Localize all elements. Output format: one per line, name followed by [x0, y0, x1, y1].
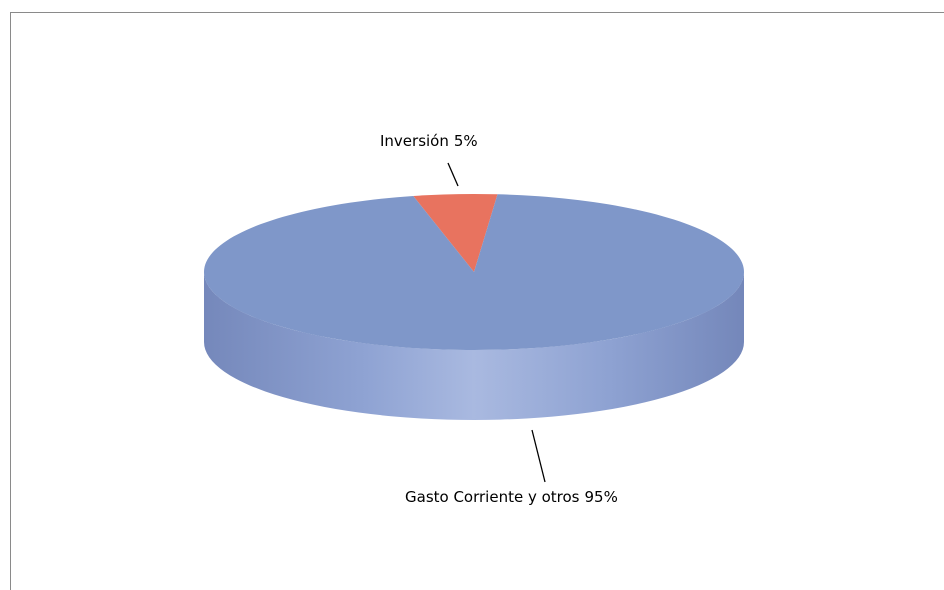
- pie-side: [204, 272, 744, 420]
- plot-area: Inversión 5% Gasto Corriente y otros 95%: [203, 132, 744, 506]
- category-label: Gasto Corriente y otros: [405, 488, 580, 506]
- category-label: Inversión: [380, 132, 449, 150]
- leader-line: [447, 162, 459, 187]
- pie-slice: [413, 194, 498, 272]
- leader-line: [531, 429, 546, 483]
- data-label: Gasto Corriente y otros 95%: [405, 488, 618, 506]
- data-label: Inversión 5%: [380, 132, 478, 150]
- value-label: 95%: [585, 488, 618, 506]
- value-label: 5%: [454, 132, 478, 150]
- pie-slice: [203, 194, 744, 350]
